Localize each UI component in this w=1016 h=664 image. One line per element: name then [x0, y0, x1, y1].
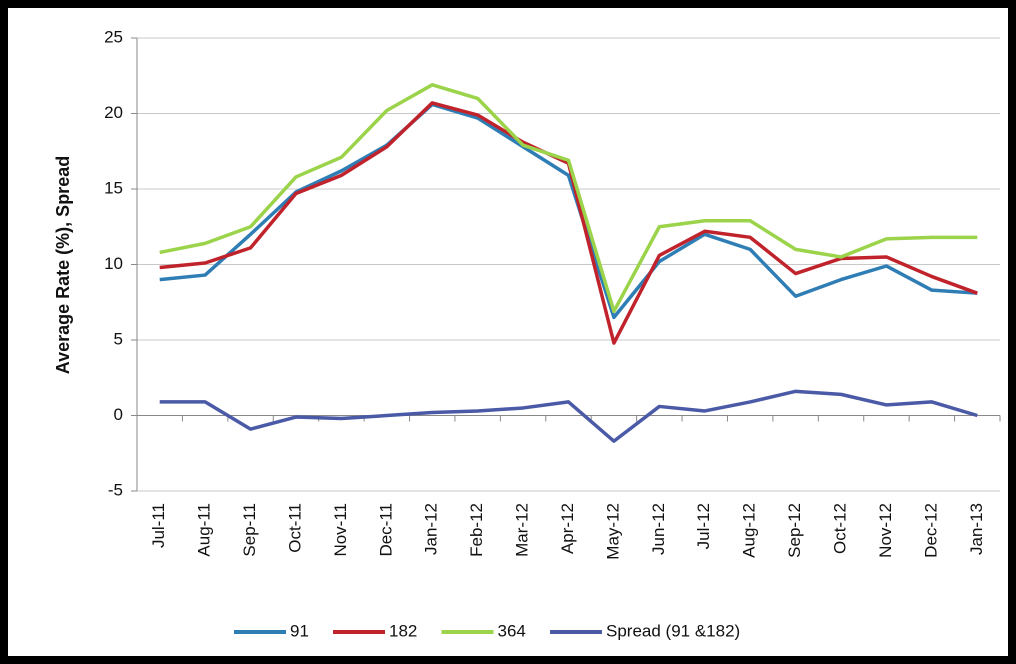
- x-tick-label: Jan-13: [967, 503, 986, 555]
- x-tick-label: Aug-11: [195, 503, 214, 557]
- y-tick-label: -5: [108, 480, 123, 499]
- x-tick-label: Dec-11: [376, 503, 395, 557]
- legend-label: 182: [389, 621, 417, 640]
- y-tick-label: 0: [114, 405, 123, 424]
- x-tick-label: Sep-11: [240, 503, 259, 557]
- x-tick-label: Aug-12: [740, 503, 759, 558]
- legend-label: Spread (91 &182): [606, 621, 740, 640]
- legend-label: 364: [498, 621, 526, 640]
- x-tick-label: Jul-12: [694, 503, 713, 549]
- x-tick-label: Jul-11: [149, 503, 168, 548]
- x-tick-label: Oct-11: [285, 503, 304, 553]
- y-tick-label: 15: [104, 178, 123, 197]
- x-tick-label: Apr-12: [558, 503, 577, 554]
- x-tick-label: Oct-12: [831, 503, 850, 554]
- x-tick-label: Nov-12: [876, 503, 895, 558]
- x-tick-label: Jan-12: [422, 503, 441, 555]
- x-tick-label: Sep-12: [785, 503, 804, 558]
- series-line: [159, 389, 978, 443]
- y-tick-label: 10: [104, 254, 123, 273]
- y-axis-label: Average Rate (%), Spread: [53, 156, 73, 374]
- x-tick-label: Feb-12: [467, 503, 486, 557]
- y-tick-label: 20: [104, 103, 123, 122]
- y-tick-label: 25: [104, 27, 123, 46]
- x-tick-label: May-12: [603, 503, 622, 560]
- series-line: [159, 83, 978, 314]
- x-tick-label: Jun-12: [649, 503, 668, 555]
- x-tick-label: Nov-11: [331, 503, 350, 557]
- legend-label: 91: [290, 621, 309, 640]
- x-tick-label: Mar-12: [513, 503, 532, 557]
- x-tick-label: Dec-12: [921, 503, 940, 558]
- y-tick-label: 5: [114, 329, 123, 348]
